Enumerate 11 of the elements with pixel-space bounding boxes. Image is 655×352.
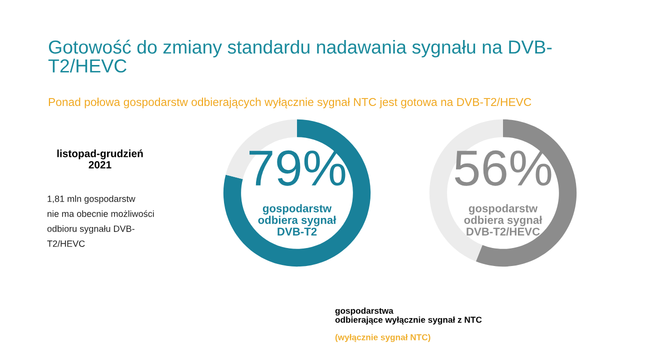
text: gospodarstw odbiera sygnał DVB-T2 [258,204,336,236]
text: 1,81 mln gospodarstw nie ma obecnie możliwości odbioru sygnału DVB- T2/HEVC [47,195,154,247]
text: Ponad połowa gospodarstw odbierających wyłącznie sygnał NTC jest gotowa na DVB-T2/HEVC [48,98,532,108]
text: (wyłącznie sygnał NTC) [335,334,430,342]
data-label: 56% [454,150,552,186]
text: Gotowość do zmiany standardu nadawania sygnału na DVB- T2/HEVC [48,40,552,73]
text: gospodarstw odbiera sygnał DVB-T2/HEVC [464,204,542,236]
donut-slice [223,119,371,267]
text: listopad-grudzień 2021 [57,149,143,168]
text: gospodarstwa odbierające wyłącznie sygnał z NTC [335,307,482,325]
data-label: 79% [250,150,346,186]
